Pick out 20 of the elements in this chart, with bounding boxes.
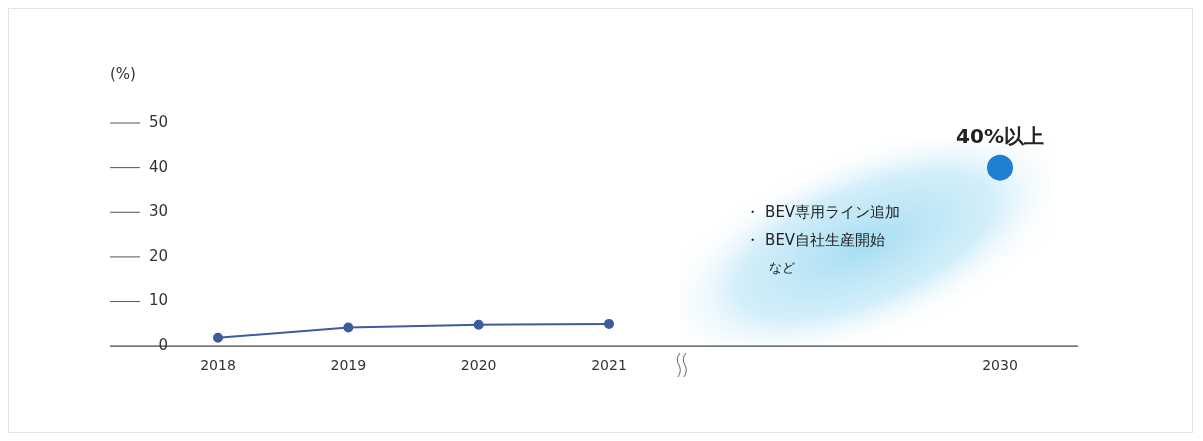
point [213, 332, 223, 343]
y-tick-label: 30 [148, 202, 168, 221]
point [473, 319, 484, 330]
y-axis-title: (%) [110, 64, 136, 83]
x-tick-label: 2021 [591, 357, 627, 374]
y-tick-label: 40 [148, 157, 168, 176]
point [987, 154, 1013, 181]
annotation: など [769, 260, 796, 276]
x-tick-label: 2019 [330, 357, 367, 374]
y-tick-label: 20 [148, 246, 168, 265]
point [604, 318, 614, 329]
x-tick-label: 2030 [982, 357, 1018, 374]
x-tick-label: 2018 [200, 357, 236, 374]
annotation: ・ BEV専用ライン追加 [745, 202, 901, 221]
point [343, 322, 354, 333]
x-tick-label: 2020 [460, 357, 497, 374]
y-tick-label: 10 [148, 291, 168, 310]
annotation: ・ BEV自社生産開始 [745, 230, 886, 249]
data-label: 40%以上 [956, 123, 1044, 148]
y-tick-label: 50 [148, 112, 168, 131]
